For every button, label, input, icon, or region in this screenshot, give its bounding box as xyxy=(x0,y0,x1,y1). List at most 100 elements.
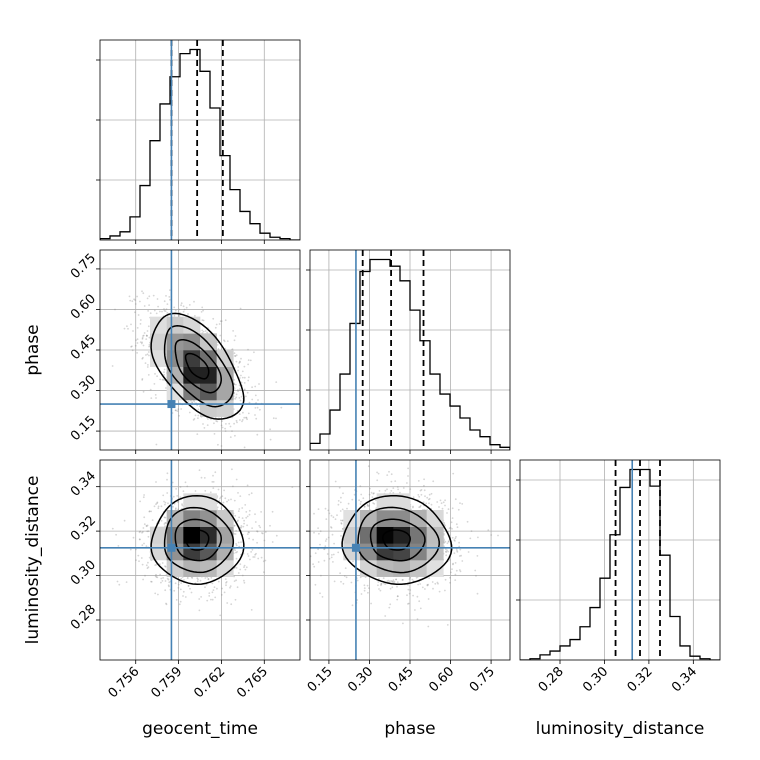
sample-point xyxy=(247,363,250,366)
sample-point xyxy=(164,589,167,592)
sample-point xyxy=(342,582,345,585)
sample-point xyxy=(232,330,235,332)
sample-point xyxy=(340,496,342,499)
sample-point xyxy=(235,478,238,481)
sample-point xyxy=(145,354,147,356)
sample-point xyxy=(246,418,249,421)
sample-point xyxy=(191,577,194,579)
sample-point xyxy=(254,513,256,516)
sample-point xyxy=(477,536,479,539)
sample-point xyxy=(164,516,167,519)
sample-point xyxy=(444,499,446,502)
sample-point xyxy=(191,401,194,404)
sample-point xyxy=(323,559,326,562)
pair-panel-geocent_time-phase xyxy=(100,250,300,450)
sample-point xyxy=(139,323,142,325)
sample-point xyxy=(147,374,150,376)
sample-point xyxy=(246,515,249,518)
sample-point xyxy=(134,303,137,305)
sample-point xyxy=(407,588,410,591)
sample-point xyxy=(160,519,163,522)
sample-point xyxy=(445,551,448,553)
sample-point xyxy=(232,485,234,488)
pair-panel-axes-geocent_time-phase xyxy=(96,249,301,454)
sample-point xyxy=(444,504,446,507)
sample-point xyxy=(134,344,137,347)
sample-point xyxy=(447,540,450,543)
sample-point xyxy=(198,598,201,600)
density-cell xyxy=(216,526,234,544)
sample-point xyxy=(214,596,217,599)
sample-point xyxy=(239,568,242,571)
sample-point xyxy=(240,526,243,529)
sample-point xyxy=(257,399,259,401)
sample-point xyxy=(239,389,242,392)
sample-point xyxy=(220,507,223,510)
sample-point xyxy=(173,589,176,592)
density-cell xyxy=(183,510,201,527)
sample-point xyxy=(138,560,140,563)
sample-point xyxy=(351,498,354,501)
sample-point xyxy=(450,521,453,524)
sample-point xyxy=(356,599,359,601)
sample-point xyxy=(406,594,408,597)
sample-point xyxy=(246,391,249,394)
sample-point xyxy=(243,416,246,419)
sample-point xyxy=(164,565,167,568)
sample-point xyxy=(219,614,222,617)
sample-point xyxy=(163,309,166,312)
sample-point xyxy=(115,533,117,536)
density-cell xyxy=(216,400,234,417)
sample-point xyxy=(343,575,346,577)
sample-point xyxy=(239,399,242,402)
sample-point xyxy=(152,294,155,297)
sample-point xyxy=(166,472,169,475)
sample-point xyxy=(417,583,419,586)
sample-point xyxy=(233,339,236,342)
sample-point xyxy=(163,300,166,303)
sample-point xyxy=(224,427,227,430)
sample-point xyxy=(243,522,246,525)
sample-point xyxy=(157,593,159,596)
density-cell xyxy=(216,510,234,527)
sample-point xyxy=(229,586,231,589)
sample-point xyxy=(221,495,224,498)
sample-point xyxy=(444,548,447,551)
sample-point xyxy=(430,503,433,506)
histogram-luminosity_distance xyxy=(520,468,720,660)
truth-marker xyxy=(167,543,176,552)
sample-point xyxy=(412,594,414,597)
sample-point xyxy=(254,407,257,409)
sample-point xyxy=(243,389,246,391)
sample-point xyxy=(161,310,163,313)
sample-point xyxy=(254,521,257,523)
sample-point xyxy=(179,588,182,591)
sample-point xyxy=(123,327,126,330)
sample-point xyxy=(164,501,167,504)
sample-point xyxy=(373,492,375,495)
sample-point xyxy=(419,489,422,492)
sample-point xyxy=(340,522,343,524)
sample-point xyxy=(139,300,141,303)
sample-point xyxy=(325,518,328,520)
sample-point xyxy=(247,531,250,534)
sample-point xyxy=(415,576,418,579)
sample-point xyxy=(259,526,262,529)
sample-point xyxy=(430,492,433,495)
sample-point xyxy=(190,591,193,594)
sample-point xyxy=(146,366,149,368)
sample-point xyxy=(212,481,215,483)
sample-point xyxy=(424,495,426,498)
sample-point xyxy=(202,330,205,333)
sample-point xyxy=(410,508,412,511)
sample-point xyxy=(189,587,191,590)
density-cell xyxy=(360,543,377,561)
sample-point xyxy=(154,592,157,595)
sample-point xyxy=(373,502,376,505)
truth-marker xyxy=(351,543,360,552)
panel-frame xyxy=(99,39,301,241)
sample-point xyxy=(198,469,201,472)
sample-point xyxy=(166,577,169,580)
sample-point xyxy=(409,488,412,490)
